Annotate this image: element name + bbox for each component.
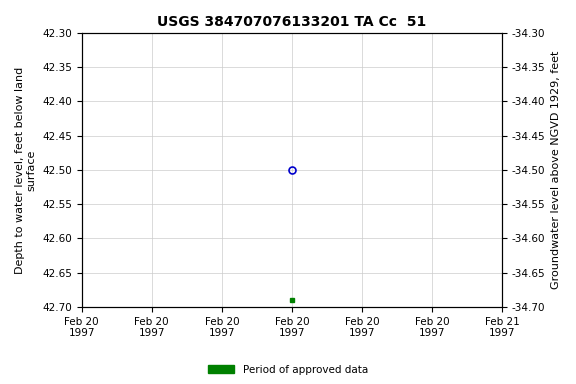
Legend: Period of approved data: Period of approved data xyxy=(204,361,372,379)
Y-axis label: Groundwater level above NGVD 1929, feet: Groundwater level above NGVD 1929, feet xyxy=(551,51,561,289)
Title: USGS 384707076133201 TA Cc  51: USGS 384707076133201 TA Cc 51 xyxy=(157,15,427,29)
Y-axis label: Depth to water level, feet below land
surface: Depth to water level, feet below land su… xyxy=(15,66,37,273)
